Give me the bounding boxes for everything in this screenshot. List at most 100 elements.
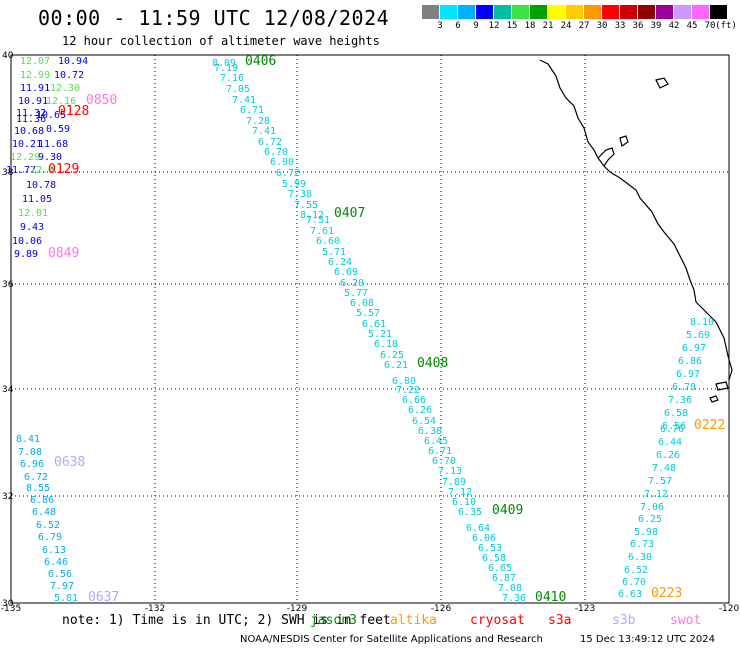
wave-height-value: 6.38 <box>418 426 442 437</box>
wave-height-value: 7.97 <box>50 581 74 592</box>
legend-label: 30 <box>596 21 608 31</box>
wave-height-value: 6.61 <box>362 319 386 330</box>
wave-height-value: 6.97 <box>682 343 706 354</box>
wave-height-value: 7.51 <box>306 215 330 226</box>
wave-height-value: 7.19 <box>214 63 238 74</box>
wave-height-value: 6.25 <box>380 350 404 361</box>
wave-height-value: 7.08 <box>498 583 522 594</box>
pass-time-label: 0407 <box>334 206 365 221</box>
legend-swatch <box>620 5 637 19</box>
legend-swatch <box>440 5 457 19</box>
wave-height-value: 11.68 <box>38 139 68 150</box>
pass-time-label: 0410 <box>535 590 566 605</box>
wave-height-value: 8.55 <box>26 483 50 494</box>
wave-height-value: 6.56 <box>48 569 72 580</box>
wave-height-value: 9.89 <box>14 249 38 260</box>
wave-height-value: 6.58 <box>482 553 506 564</box>
pass-time-label: 0222 <box>694 418 725 433</box>
wave-height-value: 8.09 <box>212 58 236 69</box>
legend-swatch <box>602 5 619 19</box>
wave-height-value: 10.94 <box>58 56 88 67</box>
wave-height-value: 7.28 <box>246 116 270 127</box>
wave-height-value: 12.16 <box>46 96 76 107</box>
wave-height-value: 8.41 <box>16 434 40 445</box>
map-frame <box>10 54 730 604</box>
lat-lon-grid <box>11 55 729 603</box>
wave-height-value: 6.08 <box>350 298 374 309</box>
legend-swatch <box>638 5 655 19</box>
wave-height-value: 6.79 <box>672 382 696 393</box>
legend-unit: (ft) <box>715 21 737 31</box>
wave-height-value: 6.64 <box>466 523 490 534</box>
wave-height-value: 5.98 <box>634 527 658 538</box>
legend-swatch <box>422 5 439 19</box>
sf-bay <box>597 147 615 167</box>
wave-height-value: 7.13 <box>438 466 462 477</box>
island-1 <box>655 77 669 89</box>
wave-height-value: 6.73 <box>630 539 654 550</box>
california-coast <box>539 59 733 381</box>
legend-label: 36 <box>632 21 644 31</box>
wave-height-value: 12.29 <box>10 152 40 163</box>
lat-tick-label: 38 <box>2 168 14 178</box>
wave-height-value: 11.77 <box>6 165 36 176</box>
wave-height-value: 11.36 <box>16 114 46 125</box>
wave-height-value: 7.16 <box>220 73 244 84</box>
legend-label: 27 <box>578 21 590 31</box>
legend-label: 39 <box>650 21 662 31</box>
wave-height-value: 8.12 <box>300 210 324 221</box>
wave-height-value: 7.22 <box>396 385 420 396</box>
wave-height-value: 7.06 <box>640 502 664 513</box>
wave-height-value: 7.12 <box>644 489 668 500</box>
wave-height-value: 7.61 <box>310 226 334 237</box>
wave-height-value: 6.56 <box>662 421 686 432</box>
wave-height-value: 6.72 <box>24 472 48 483</box>
wave-height-value: 7.08 <box>18 447 42 458</box>
wave-height-value: 6.35 <box>458 507 482 518</box>
satellite-cryosat: cryosat <box>470 613 525 628</box>
wave-height-value: 6.72 <box>258 137 282 148</box>
legend-label: 42 <box>668 21 680 31</box>
credit-line: NOAA/NESDIS Center for Satellite Applica… <box>240 634 543 645</box>
wave-height-value: 12.01 <box>18 208 48 219</box>
pass-time-label: 0850 <box>86 93 117 108</box>
wave-height-value: 7.55 <box>294 200 318 211</box>
wave-height-value: 6.06 <box>472 533 496 544</box>
wave-height-value: 6.96 <box>20 459 44 470</box>
wave-height-value: 6.52 <box>624 565 648 576</box>
lon-tick-label: -135 <box>1 604 21 614</box>
wave-height-value: 6.20 <box>340 278 364 289</box>
legend-label: 24 <box>560 21 572 31</box>
wave-height-value: 6.58 <box>664 408 688 419</box>
island-3 <box>715 381 729 391</box>
lat-tick-label: 32 <box>2 492 13 502</box>
wave-height-value: 12.30 <box>50 83 80 94</box>
page-subtitle: 12 hour collection of altimeter wave hei… <box>62 34 380 48</box>
coastline <box>539 59 733 403</box>
wave-height-value: 10.72 <box>54 70 84 81</box>
wave-height-value: 6.13 <box>42 545 66 556</box>
wave-height-value: 6.86 <box>678 356 702 367</box>
wave-height-value: 8.10 <box>690 317 714 328</box>
wave-height-value: 6.65 <box>488 563 512 574</box>
legend-label: 6 <box>455 21 461 31</box>
pass-time-label: 0223 <box>651 586 682 601</box>
legend-label: 12 <box>488 21 500 31</box>
wave-height-value: 7.57 <box>648 476 672 487</box>
legend-label: 18 <box>524 21 536 31</box>
wave-height-value: 6.26 <box>656 450 680 461</box>
wave-height-value: 6.79 <box>38 532 62 543</box>
lon-tick-label: -123 <box>575 604 595 614</box>
wave-height-value: 6.60 <box>316 236 340 247</box>
legend-swatch <box>566 5 583 19</box>
wave-height-value: 11.32 <box>16 108 46 119</box>
wave-height-value: 7.41 <box>252 126 276 137</box>
wave-height-value: 5.81 <box>54 593 78 604</box>
legend-swatch <box>674 5 691 19</box>
legend-swatch <box>710 5 727 19</box>
legend-swatch <box>692 5 709 19</box>
lon-tick-label: -126 <box>431 604 452 614</box>
wave-height-value: 7.12 <box>448 487 472 498</box>
satellite-swot: swot <box>670 613 702 628</box>
